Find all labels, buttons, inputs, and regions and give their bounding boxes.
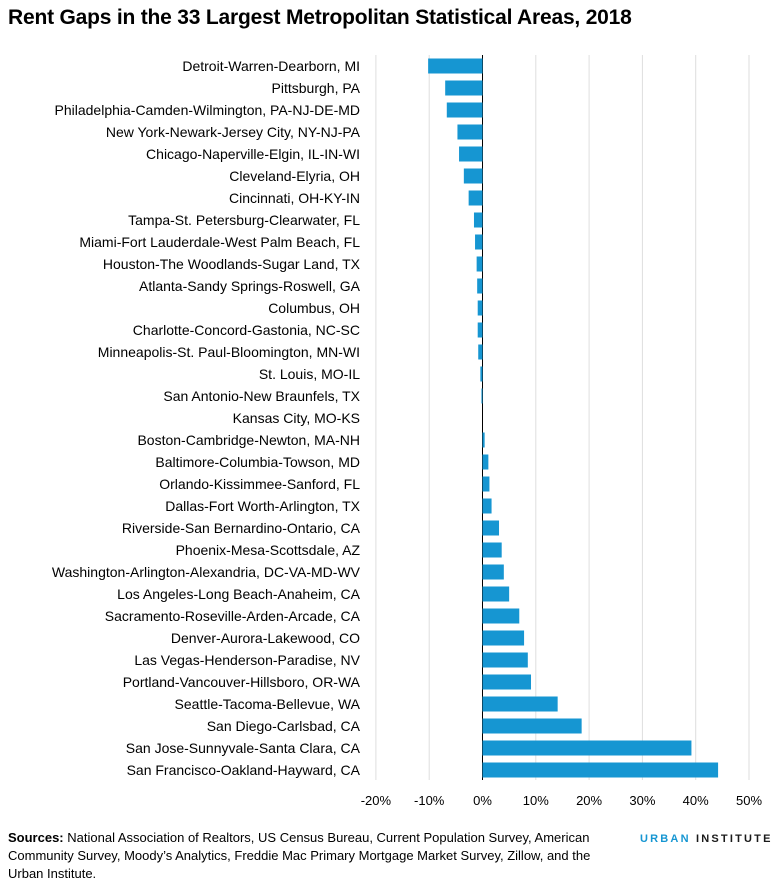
category-label: St. Louis, MO-IL: [259, 366, 360, 382]
bar: [477, 278, 483, 294]
category-label: Miami-Fort Lauderdale-West Palm Beach, F…: [79, 234, 360, 250]
bar: [482, 564, 504, 580]
category-label: Orlando-Kissimmee-Sanford, FL: [159, 476, 360, 492]
category-label: Kansas City, MO-KS: [233, 410, 360, 426]
category-label: Riverside-San Bernardino-Ontario, CA: [122, 520, 361, 536]
sources-label: Sources:: [8, 830, 64, 845]
bar: [445, 80, 483, 96]
sources-note: Sources: National Association of Realtor…: [8, 829, 598, 883]
x-tick-label: 0%: [473, 793, 492, 808]
category-label: Sacramento-Roseville-Arden-Arcade, CA: [105, 608, 361, 624]
bar: [457, 124, 483, 140]
x-tick-label: -20%: [361, 793, 392, 808]
category-label: Seattle-Tacoma-Bellevue, WA: [175, 696, 361, 712]
sources-text: National Association of Realtors, US Cen…: [8, 830, 591, 881]
bar: [475, 234, 483, 250]
x-axis-ticks: -20% -10% 0% 10% 20% 30% 40% 50%: [361, 793, 763, 808]
bar: [482, 674, 532, 690]
category-label: Washington-Arlington-Alexandria, DC-VA-M…: [52, 564, 361, 580]
category-label: Philadelphia-Camden-Wilmington, PA-NJ-DE…: [55, 102, 361, 118]
category-label: Baltimore-Columbia-Towson, MD: [155, 454, 360, 470]
brand-word-urban: URBAN: [640, 833, 691, 845]
x-tick-label: 40%: [683, 793, 709, 808]
category-label: Boston-Cambridge-Newton, MA-NH: [137, 432, 360, 448]
category-label: Cincinnati, OH-KY-IN: [229, 190, 360, 206]
x-tick-label: 30%: [629, 793, 655, 808]
category-label: Pittsburgh, PA: [272, 80, 361, 96]
bar: [459, 146, 483, 162]
category-label: Dallas-Fort Worth-Arlington, TX: [165, 498, 360, 514]
chart-title: Rent Gaps in the 33 Largest Metropolitan…: [8, 6, 632, 29]
category-label: Houston-The Woodlands-Sugar Land, TX: [103, 256, 361, 272]
category-label: Denver-Aurora-Lakewood, CO: [171, 630, 360, 646]
bar: [482, 498, 492, 514]
bar: [482, 696, 558, 712]
brand-word-institute: INSTITUTE: [696, 833, 773, 845]
category-label: Detroit-Warren-Dearborn, MI: [182, 58, 360, 74]
bar: [482, 542, 502, 558]
urban-institute-logo: URBAN INSTITUTE: [640, 833, 773, 845]
bar: [482, 608, 520, 624]
x-tick-label: -10%: [414, 793, 445, 808]
bars: [428, 58, 719, 778]
bar: [482, 432, 485, 448]
category-label: San Antonio-New Braunfels, TX: [163, 388, 360, 404]
category-label: Atlanta-Sandy Springs-Roswell, GA: [139, 278, 361, 294]
x-tick-label: 50%: [736, 793, 762, 808]
bar: [482, 586, 510, 602]
bar: [473, 212, 483, 228]
category-label: New York-Newark-Jersey City, NY-NJ-PA: [106, 124, 361, 140]
bar: [463, 168, 483, 184]
gridlines: [375, 55, 750, 780]
category-label: San Diego-Carlsbad, CA: [207, 718, 361, 734]
bar: [482, 454, 489, 470]
bar: [446, 102, 483, 118]
category-label: Phoenix-Mesa-Scottsdale, AZ: [176, 542, 361, 558]
bar: [482, 652, 528, 668]
bar: [480, 366, 483, 382]
x-tick-label: 20%: [576, 793, 602, 808]
bar: [482, 762, 719, 778]
bar: [468, 190, 483, 206]
x-tick-label: 10%: [523, 793, 549, 808]
bar: [477, 322, 483, 338]
category-label: Las Vegas-Henderson-Paradise, NV: [134, 652, 360, 668]
category-label: Minneapolis-St. Paul-Bloomington, MN-WI: [98, 344, 360, 360]
category-label: Chicago-Naperville-Elgin, IL-IN-WI: [146, 146, 360, 162]
bar: [428, 58, 483, 74]
bar: [477, 300, 483, 316]
category-label: Charlotte-Concord-Gastonia, NC-SC: [133, 322, 360, 338]
category-label: Tampa-St. Petersburg-Clearwater, FL: [128, 212, 360, 228]
category-label: Los Angeles-Long Beach-Anaheim, CA: [117, 586, 360, 602]
category-labels: Detroit-Warren-Dearborn, MI Pittsburgh, P…: [52, 58, 361, 778]
bar: [482, 740, 692, 756]
category-label: Cleveland-Elyria, OH: [229, 168, 360, 184]
category-label: San Jose-Sunnyvale-Santa Clara, CA: [126, 740, 361, 756]
category-label: San Francisco-Oakland-Hayward, CA: [127, 762, 361, 778]
bar: [482, 718, 582, 734]
bar: [482, 476, 490, 492]
bar: [482, 630, 525, 646]
bar: [482, 520, 500, 536]
bar-chart: Detroit-Warren-Dearborn, MI Pittsburgh, P…: [52, 55, 763, 808]
category-label: Portland-Vancouver-Hillsboro, OR-WA: [123, 674, 361, 690]
bar: [476, 256, 483, 272]
bar: [478, 344, 483, 360]
bar: [481, 388, 483, 404]
category-label: Columbus, OH: [268, 300, 360, 316]
